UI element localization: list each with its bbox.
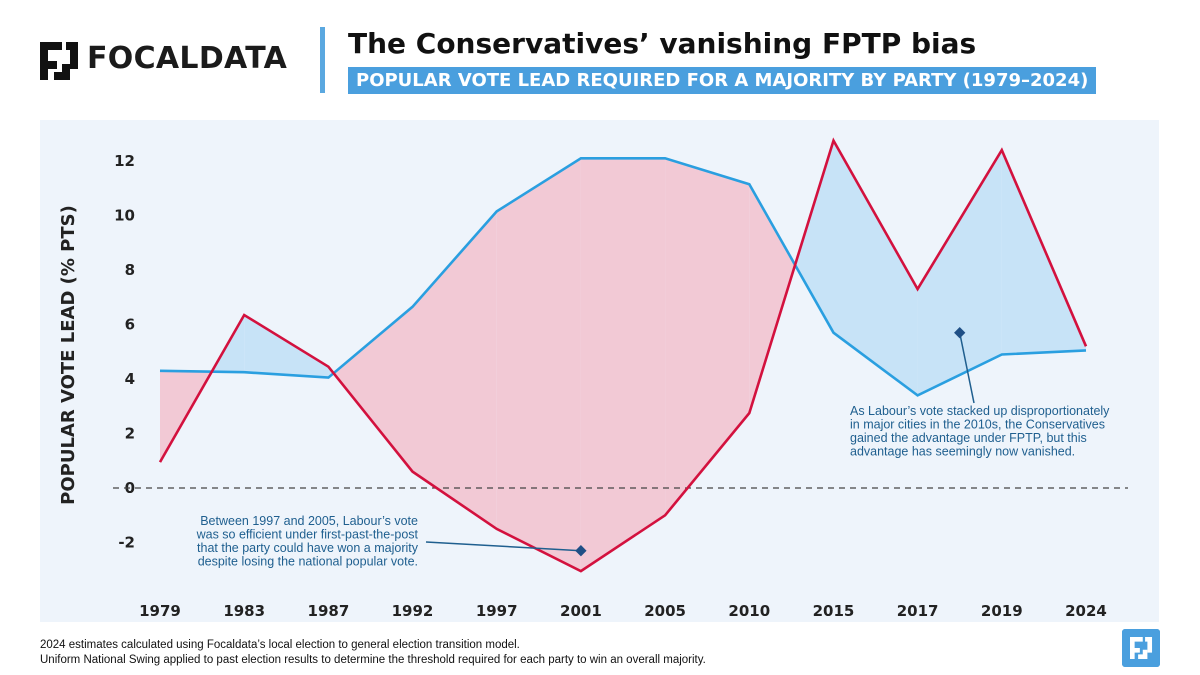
fill-segment	[833, 140, 918, 396]
x-axis-ticks: 1979 1983 1987 1992 1997 2001 2005 2010 2015 2017…	[139, 602, 1107, 620]
advantage-fills	[160, 140, 1086, 572]
x-tick-label: 2001	[560, 602, 602, 620]
annotation-text: despite losing the national popular vote…	[198, 555, 418, 569]
y-axis-label: POPULAR VOTE LEAD (% PTS)	[58, 205, 79, 505]
y-tick-label: 6	[125, 316, 135, 334]
x-tick-label: 1987	[308, 602, 350, 620]
chart-subtitle: POPULAR VOTE LEAD REQUIRED FOR A MAJORIT…	[348, 67, 1097, 94]
x-tick-label: 2015	[813, 602, 855, 620]
y-tick-label: 8	[125, 261, 135, 279]
footnote-2: Uniform National Swing applied to past e…	[40, 654, 706, 666]
conservatives-line	[159, 157, 1087, 397]
x-tick-label: 1992	[392, 602, 434, 620]
labour-line	[158, 137, 1088, 573]
series-lines	[158, 137, 1088, 573]
annotation-text: gained the advantage under FPTP, but thi…	[850, 431, 1087, 445]
header-divider	[320, 27, 325, 93]
y-tick-label: 12	[114, 152, 135, 170]
brand-name: FOCALDATA	[87, 41, 288, 76]
fill-segment	[665, 158, 750, 516]
y-tick-label: 4	[125, 370, 135, 388]
annotation-text: advantage has seemingly now vanished.	[850, 445, 1075, 459]
y-tick-label: 2	[125, 425, 135, 443]
focaldata-logo-icon	[40, 42, 78, 80]
annotation-text: Between 1997 and 2005, Labour’s vote	[200, 514, 418, 528]
annotation-marker	[954, 327, 966, 339]
x-tick-label: 2019	[981, 602, 1023, 620]
y-tick-label: 10	[114, 207, 135, 225]
annotation-text: As Labour’s vote stacked up disproportio…	[850, 404, 1110, 418]
x-tick-label: 2005	[644, 602, 686, 620]
annotation-marker	[575, 545, 587, 557]
fill-segment	[496, 158, 581, 572]
chart-title: The Conservatives’ vanishing FPTP bias	[348, 27, 977, 60]
fill-segment	[917, 150, 1002, 396]
x-tick-label: 2010	[728, 602, 770, 620]
x-tick-label: 1983	[223, 602, 265, 620]
fill-segment	[580, 158, 666, 572]
annotation-text: was so efficient under first-past-the-po…	[196, 528, 419, 542]
x-tick-label: 1979	[139, 602, 181, 620]
fill-segment	[412, 211, 497, 529]
annotation-text: in major cities in the 2010s, the Conser…	[850, 418, 1105, 432]
fill-segment	[795, 140, 834, 333]
corner-logo-icon	[1122, 629, 1160, 667]
x-tick-label: 1997	[476, 602, 518, 620]
footnotes: 2024 estimates calculated using Focaldat…	[40, 638, 706, 668]
footnote-1: 2024 estimates calculated using Focaldat…	[40, 639, 520, 651]
annotations: Between 1997 and 2005, Labour’s votewas …	[196, 327, 1110, 569]
x-tick-label: 2024	[1065, 602, 1107, 620]
annotation-leader	[958, 332, 975, 404]
annotation-leader	[425, 541, 581, 552]
fill-segment	[749, 184, 795, 414]
x-tick-label: 2017	[897, 602, 939, 620]
annotation-text: that the party could have won a majority	[197, 541, 419, 555]
y-tick-label: -2	[118, 534, 135, 552]
fill-segment	[333, 306, 413, 472]
fill-segment	[244, 315, 329, 378]
